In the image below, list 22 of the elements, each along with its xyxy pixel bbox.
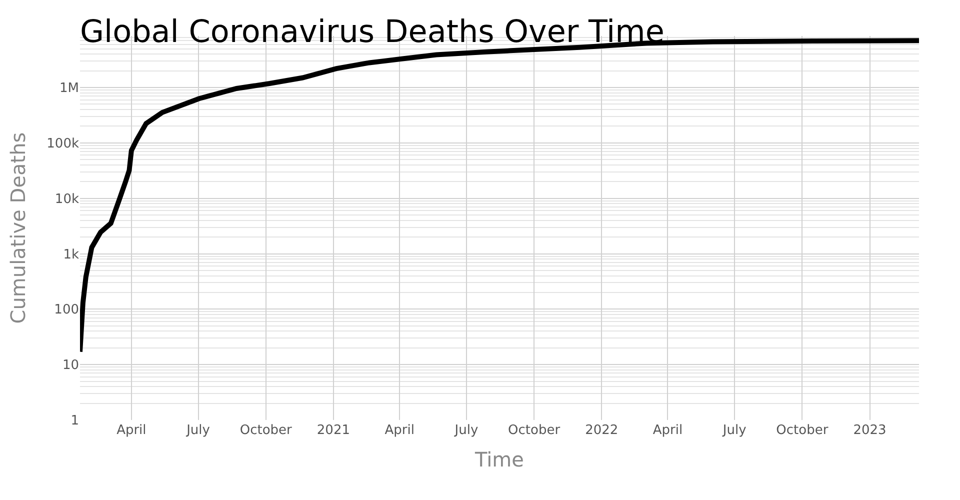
y-axis-title: Cumulative Deaths: [6, 132, 30, 324]
x-tick-label: April: [652, 423, 683, 438]
x-tick-label: April: [384, 423, 414, 438]
x-axis-title: Time: [474, 448, 524, 472]
y-tick-label: 10k: [54, 192, 80, 207]
x-tick-label: October: [240, 423, 293, 438]
y-tick-label: 1M: [60, 81, 79, 96]
x-tick-label: July: [186, 423, 210, 438]
y-tick-label: 1k: [63, 247, 80, 262]
y-tick-label: 100k: [46, 136, 80, 152]
x-tick-label: 2023: [853, 423, 886, 438]
chart-title: Global Coronavirus Deaths Over Time: [80, 14, 664, 50]
x-tick-label: October: [508, 423, 561, 438]
y-tick-label: 10: [62, 358, 79, 374]
x-tick-label: 2022: [585, 423, 618, 438]
y-tick-label: 100: [54, 302, 79, 318]
x-tick-label: July: [722, 423, 747, 438]
x-tick-label: April: [116, 423, 146, 438]
x-tick-label: 2021: [316, 423, 350, 438]
y-tick-label: 1: [70, 414, 79, 429]
x-tick-label: October: [776, 423, 829, 438]
x-tick-label: July: [454, 423, 478, 438]
